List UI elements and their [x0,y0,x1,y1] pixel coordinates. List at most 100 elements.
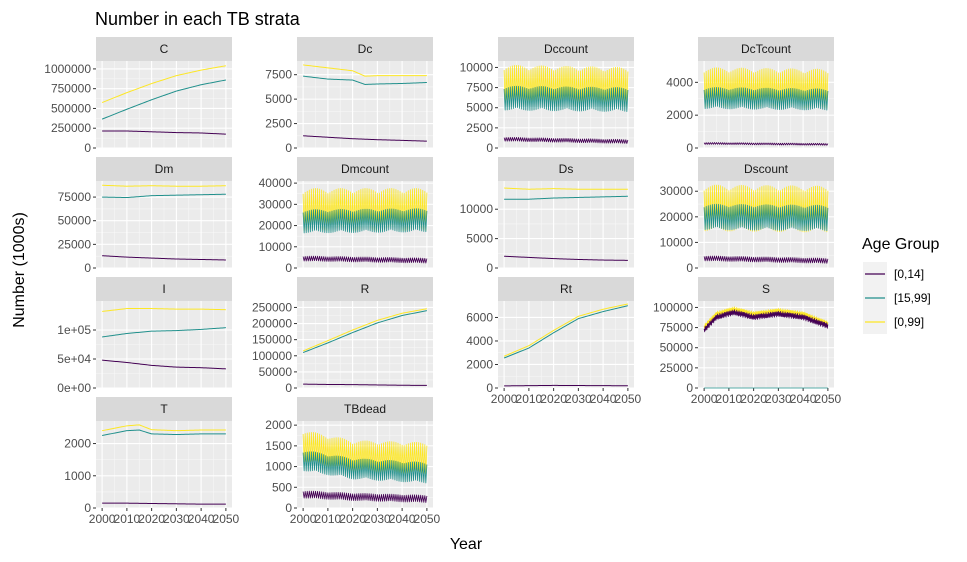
y-tick-label: 5000 [466,101,493,115]
series-line-[0,14] [303,383,427,386]
gridlines [96,181,232,269]
panel-s: S025000500007500010000020002010202020302… [653,277,842,406]
panel-i: I 0e+00 5e+04 1e+05 [57,277,232,395]
gridlines [498,181,634,269]
series-line-[0,99] [503,303,628,357]
y-tick-label: 20000 [660,210,694,224]
strip-background [698,37,834,61]
y-tick-label: 20000 [259,219,293,233]
strip-label: C [160,42,169,56]
series-line-[0,99] [703,67,829,109]
facet-panels: C02500005000007500001000000Dc02500500075… [44,37,842,526]
series-line-[0,14] [703,255,829,264]
y-tick-label: 200000 [252,317,292,331]
strip-label: DcTcount [741,42,792,56]
series-line-[0,99] [303,64,427,77]
legend-label: [0,99] [894,315,924,329]
y-tick-label: 500000 [51,101,91,115]
y-tick-label: 0 [285,261,292,275]
series-line-[0,14] [504,255,628,261]
y-tick-label: 500 [272,480,292,494]
y-tick-label: 10000 [460,60,494,74]
legend-label: [15,99] [894,291,931,305]
series-line-[0,99] [302,188,428,232]
y-tick-label: 7500 [466,81,493,95]
series-line-[15,99] [102,429,226,436]
y-tick-label: 50000 [58,214,92,228]
series-line-[15,99] [302,451,428,484]
strip-label: Dscount [744,162,789,176]
series-line-[0,14] [102,130,226,135]
y-tick-label: 75000 [660,321,694,335]
series-line-[15,99] [703,87,829,111]
panel-dscount: Dscount 0 10000 20000 30000 [660,157,834,275]
series-line-[15,99] [101,79,226,120]
strip-label: Ds [559,162,574,176]
y-tick-label: 0 [285,381,292,395]
legend-item: [0,14] [863,262,924,286]
panel-dccount: Dccount 0 2500 5000 7500 10000 [460,37,634,155]
series-line-[0,14] [102,502,226,505]
series-line-[15,99] [102,193,226,199]
panel-dc: Dc 0 2500 5000 7500 [265,37,433,155]
series-line-[15,99] [303,75,427,85]
x-tick-label: 2020 [740,392,767,406]
series-line-[15,99] [102,327,226,338]
legend-item: [15,99] [863,286,931,310]
strip-background [297,157,433,181]
y-tick-label: 0 [84,501,91,515]
series-line-[0,14] [303,135,427,142]
y-tick-label: 0 [686,141,693,155]
series-line-[0,14] [302,490,428,503]
y-tick-label: 0 [686,261,693,275]
y-tick-label: 0 [84,141,91,155]
y-tick-label: 0 [686,381,693,395]
y-tick-label: 100000 [252,349,292,363]
x-tick-label: 2050 [213,512,240,526]
series-line-[0,14] [503,136,629,144]
y-tick-label: 50000 [259,365,293,379]
y-tick-label: 0e+00 [57,381,91,395]
strip-label: Dccount [544,42,589,56]
series-line-[0,14] [302,255,428,264]
y-tick-label: 30000 [660,184,694,198]
gridlines [96,61,232,149]
y-tick-label: 5000 [466,232,493,246]
y-tick-label: 0 [486,141,493,155]
strip-background [498,277,634,301]
panel-ds: Ds 0 5000 10000 [460,157,634,275]
strip-background [297,277,433,301]
series-line-[0,14] [703,142,829,146]
y-tick-label: 10000 [660,235,694,249]
y-tick-label: 1e+05 [57,323,91,337]
y-tick-label: 2500 [265,117,292,131]
strip-background [96,397,232,421]
strip-label: Rt [560,282,573,296]
series-line-[0,99] [703,306,829,329]
y-tick-label: 100000 [653,300,693,314]
gridlines [297,301,433,389]
x-tick-label: 2020 [339,512,366,526]
y-tick-label: 5000 [265,92,292,106]
series-line-[0,14] [102,255,226,261]
gridlines [498,301,634,389]
gridlines [96,301,232,389]
strip-background [96,277,232,301]
legend-title: Age Group [862,236,939,253]
y-tick-label: 0 [486,381,493,395]
series-line-[15,99] [703,203,829,232]
series-line-[0,99] [503,64,629,108]
series-line-[0,14] [703,309,829,333]
x-tick-label: 2010 [516,392,543,406]
strip-background [698,157,834,181]
x-tick-label: 2040 [790,392,817,406]
y-tick-label: 10000 [460,202,494,216]
series-line-[0,14] [102,359,226,370]
y-tick-label: 0 [285,501,292,515]
y-tick-label: 2000 [64,437,91,451]
series-line-[0,99] [302,431,428,475]
x-tick-label: 2010 [716,392,743,406]
gridlines [96,421,232,509]
y-tick-label: 10000 [259,240,293,254]
